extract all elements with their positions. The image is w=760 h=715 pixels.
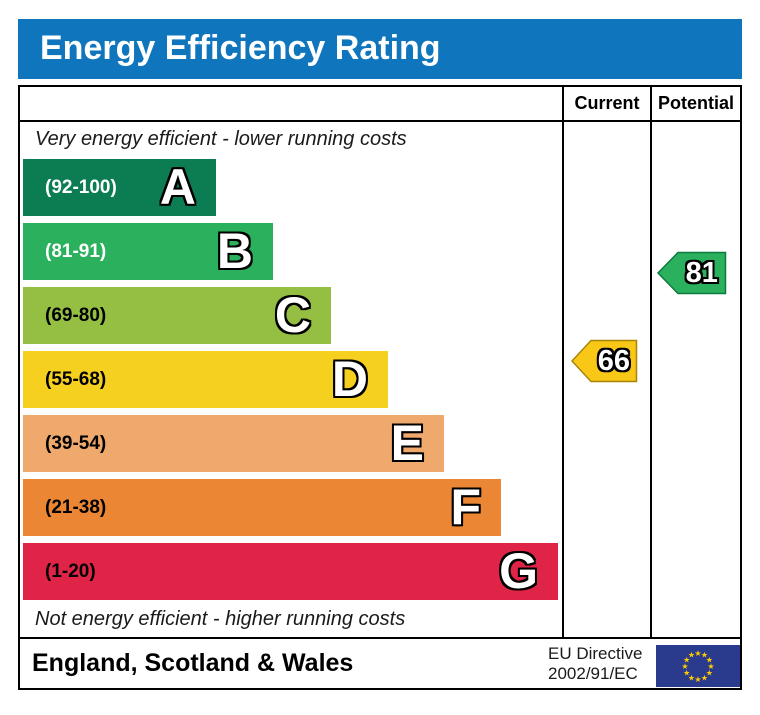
band-d: (55-68) D — [23, 351, 388, 408]
band-f: (21-38) F — [23, 479, 501, 536]
svg-text:★: ★ — [683, 669, 690, 678]
potential-column-header: Potential — [650, 87, 740, 120]
band-a-letter: A — [159, 159, 196, 215]
band-e-range: (39-54) — [45, 432, 107, 454]
potential-arrow-shape — [657, 251, 727, 295]
region-label: England, Scotland & Wales — [32, 649, 354, 677]
svg-text:★: ★ — [683, 656, 690, 665]
current-column-header: Current — [562, 87, 650, 120]
table-footer-row: England, Scotland & Wales EU Directive 2… — [20, 639, 740, 688]
top-caption: Very energy efficient - lower running co… — [35, 128, 407, 150]
svg-text:★: ★ — [707, 662, 714, 671]
svg-text:★: ★ — [694, 649, 701, 658]
band-b-range: (81-91) — [45, 240, 107, 262]
band-a: (92-100) A — [23, 159, 216, 216]
svg-text:★: ★ — [706, 656, 713, 665]
eu-directive-line2: 2002/91/EC — [548, 664, 638, 683]
eu-flag-field — [656, 645, 740, 687]
bottom-caption: Not energy efficient - higher running co… — [35, 608, 406, 630]
table-header-row: Current Potential — [20, 87, 740, 122]
band-c-letter: C — [274, 287, 311, 343]
eu-directive-label: EU Directive 2002/91/EC — [548, 644, 642, 684]
band-f-range: (21-38) — [45, 496, 107, 518]
band-d-range: (55-68) — [45, 368, 107, 390]
band-e: (39-54) E — [23, 415, 444, 472]
band-b: (81-91) B — [23, 223, 273, 280]
table-body-row: Very energy efficient - lower running co… — [20, 122, 740, 639]
svg-text:★: ★ — [681, 662, 688, 671]
band-g: (1-20) G — [23, 543, 558, 600]
band-g-letter: G — [499, 543, 538, 599]
rating-table: Current Potential Very energy efficient … — [18, 85, 742, 690]
current-rating-arrow-icon: 66 — [571, 339, 638, 383]
band-a-range: (92-100) — [45, 176, 117, 198]
svg-text:★: ★ — [706, 669, 713, 678]
eu-flag-icon: ★ ★ ★ ★ ★ ★ ★ ★ ★ ★ ★ ★ — [656, 645, 740, 687]
band-d-letter: D — [331, 351, 368, 407]
current-arrow-shape — [571, 339, 638, 383]
band-f-letter: F — [450, 479, 481, 535]
page-title: Energy Efficiency Rating — [18, 19, 742, 79]
band-c: (69-80) C — [23, 287, 331, 344]
current-column-body: 66 — [562, 122, 650, 637]
svg-text:★: ★ — [688, 673, 695, 682]
chart-header-cell — [20, 87, 562, 120]
svg-text:★: ★ — [688, 651, 695, 660]
band-g-range: (1-20) — [45, 560, 96, 582]
svg-text:★: ★ — [701, 651, 708, 660]
eu-directive-line1: EU Directive — [548, 644, 643, 663]
potential-rating-arrow-icon: 81 — [657, 251, 727, 295]
potential-rating-value: 81 — [685, 256, 718, 289]
svg-text:★: ★ — [694, 675, 701, 684]
band-chart-area: Very energy efficient - lower running co… — [20, 122, 562, 637]
band-c-range: (69-80) — [45, 304, 107, 326]
svg-text:★: ★ — [701, 673, 708, 682]
band-e-letter: E — [390, 415, 424, 471]
eu-flag-stars: ★ ★ ★ ★ ★ ★ ★ ★ ★ ★ ★ ★ — [681, 649, 714, 684]
band-b-letter: B — [216, 223, 253, 279]
current-rating-value: 66 — [597, 344, 630, 377]
potential-column-body: 81 — [650, 122, 740, 637]
